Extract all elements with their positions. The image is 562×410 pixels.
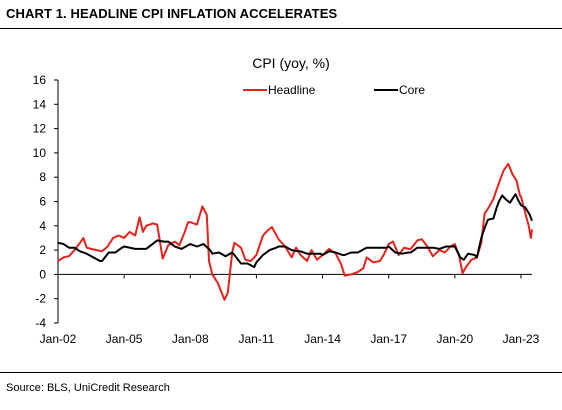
legend-label-headline: Headline (268, 83, 316, 97)
series-line-headline (57, 162, 533, 301)
x-tick-label: Jan-20 (436, 332, 473, 346)
cpi-chart: CPI (yoy, %) Headline Core -4 -2 0 2 4 6 8 10 12 1… (33, 55, 540, 346)
x-tick-label: Jan-11 (239, 332, 275, 346)
legend-label-core: Core (399, 83, 425, 97)
chart-axes: -4 -2 0 2 4 6 8 10 12 14 16 Jan-02 Jan-05 Jan-08 Jan-1… (33, 73, 540, 346)
top-rule (0, 28, 562, 29)
y-tick-label: -4 (35, 316, 46, 330)
y-tick-label: 8 (39, 170, 46, 184)
y-tick-label: 6 (39, 195, 46, 209)
source-note: Source: BLS, UniCredit Research (6, 382, 170, 394)
y-tick-label: 16 (33, 73, 47, 87)
y-tick-label: 0 (39, 267, 46, 281)
x-tick-label: Jan-08 (172, 332, 209, 346)
x-tick-label: Jan-05 (106, 332, 143, 346)
bottom-rule (0, 372, 562, 373)
chart-heading: CHART 1. HEADLINE CPI INFLATION ACCELERA… (6, 6, 338, 21)
y-tick-label: 10 (33, 146, 47, 160)
y-tick-label: 4 (39, 219, 46, 233)
chart-title: CPI (yoy, %) (252, 55, 330, 71)
chart-legend: Headline Core (243, 83, 425, 97)
series-line-core (57, 193, 533, 269)
x-tick-label: Jan-14 (304, 332, 341, 346)
x-tick-label: Jan-23 (503, 332, 540, 346)
y-tick-label: 14 (33, 97, 47, 111)
y-tick-label: 2 (39, 243, 46, 257)
x-tick-label: Jan-17 (370, 332, 407, 346)
x-tick-label: Jan-02 (40, 332, 77, 346)
y-tick-label: -2 (35, 292, 46, 306)
chart-series-layer (57, 162, 533, 301)
y-tick-label: 12 (33, 122, 47, 136)
